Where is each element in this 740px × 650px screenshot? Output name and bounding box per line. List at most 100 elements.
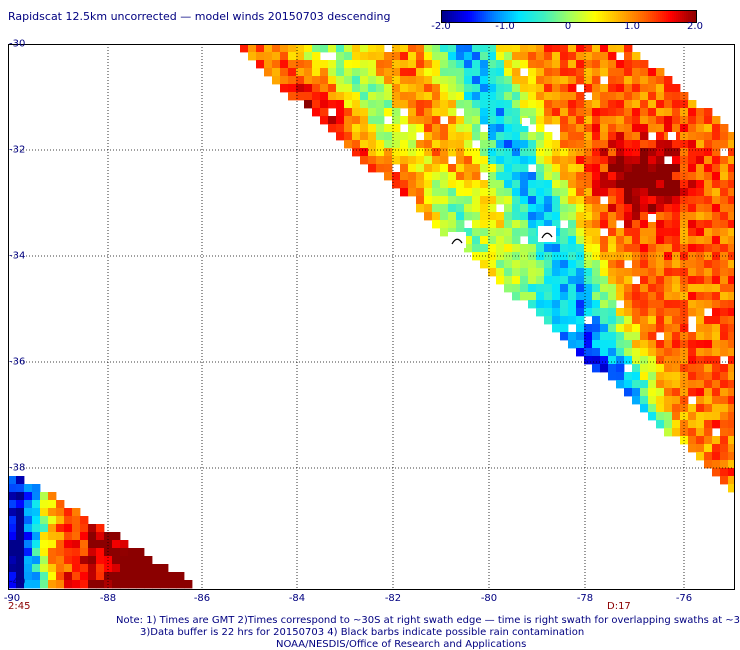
wind-cell	[632, 292, 641, 301]
wind-cell	[616, 156, 625, 165]
wind-cell	[24, 564, 33, 573]
wind-cell	[376, 60, 385, 69]
wind-cell	[568, 60, 577, 69]
wind-cell	[712, 396, 721, 405]
wind-cell	[504, 44, 513, 53]
wind-cell	[448, 76, 457, 85]
wind-cell	[680, 420, 689, 429]
wind-cell	[80, 532, 89, 541]
wind-cell	[336, 132, 345, 141]
wind-cell	[112, 580, 121, 589]
wind-cell	[480, 244, 489, 253]
wind-cell	[592, 244, 601, 253]
wind-cell	[24, 540, 33, 549]
wind-cell	[536, 204, 545, 213]
wind-cell	[32, 484, 41, 493]
wind-cell	[584, 180, 593, 189]
wind-cell	[592, 364, 601, 373]
wind-cell	[648, 84, 657, 93]
wind-cell	[464, 84, 473, 93]
wind-cell	[360, 140, 369, 149]
wind-cell	[640, 404, 649, 413]
wind-cell	[640, 164, 649, 173]
wind-cell	[592, 84, 601, 93]
wind-cell	[632, 364, 641, 373]
wind-cell	[688, 164, 697, 173]
wind-cell	[408, 156, 417, 165]
wind-cell	[448, 212, 457, 221]
wind-cell	[584, 236, 593, 245]
wind-cell	[696, 172, 705, 181]
wind-cell	[472, 84, 481, 93]
wind-cell	[304, 60, 313, 69]
wind-cell	[640, 100, 649, 109]
wind-cell	[272, 60, 281, 69]
wind-cell	[648, 220, 657, 229]
wind-cell	[632, 228, 641, 237]
colorbar-segment	[460, 11, 463, 22]
wind-cell	[616, 324, 625, 333]
wind-cell	[440, 196, 449, 205]
wind-cell	[560, 44, 569, 53]
wind-cell	[520, 260, 529, 269]
wind-cell	[544, 44, 553, 53]
no-data-cell	[668, 132, 676, 140]
wind-cell	[600, 220, 609, 229]
wind-cell	[704, 372, 713, 381]
wind-cell	[672, 124, 681, 133]
wind-cell	[664, 300, 673, 309]
wind-cell	[376, 100, 385, 109]
wind-cell	[608, 164, 617, 173]
wind-cell	[720, 380, 729, 389]
wind-cell	[696, 252, 705, 261]
wind-cell	[704, 276, 713, 285]
wind-cell	[16, 580, 25, 589]
wind-cell	[712, 284, 721, 293]
wind-cell	[472, 68, 481, 77]
colorbar-segment	[462, 11, 465, 22]
wind-cell	[680, 276, 689, 285]
wind-cell	[648, 172, 657, 181]
wind-cell	[520, 172, 529, 181]
wind-cell	[576, 60, 585, 69]
wind-cell	[360, 68, 369, 77]
wind-cell	[688, 220, 697, 229]
wind-cell	[704, 284, 713, 293]
wind-cell	[64, 508, 73, 517]
colorbar-segment	[656, 11, 659, 22]
wind-cell	[344, 44, 353, 53]
wind-cell	[384, 164, 393, 173]
wind-cell	[632, 308, 641, 317]
wind-cell	[632, 148, 641, 157]
wind-cell	[696, 436, 705, 445]
wind-cell	[96, 548, 105, 557]
wind-cell	[544, 84, 553, 93]
wind-cell	[632, 348, 641, 357]
wind-cell	[632, 76, 641, 85]
wind-cell	[728, 268, 735, 277]
wind-cell	[528, 204, 537, 213]
wind-cell	[624, 292, 633, 301]
wind-cell	[512, 164, 521, 173]
wind-cell	[608, 268, 617, 277]
wind-cell	[624, 316, 633, 325]
wind-cell	[480, 116, 489, 125]
wind-cell	[328, 124, 337, 133]
wind-cell	[712, 260, 721, 269]
wind-cell	[592, 180, 601, 189]
wind-cell	[680, 188, 689, 197]
wind-cell	[640, 364, 649, 373]
wind-cell	[632, 204, 641, 213]
wind-cell	[576, 148, 585, 157]
wind-cell	[128, 548, 137, 557]
wind-cell	[488, 124, 497, 133]
colorbar-segment	[596, 11, 599, 22]
wind-cell	[720, 244, 729, 253]
wind-cell	[120, 572, 129, 581]
wind-cell	[696, 268, 705, 277]
wind-cell	[280, 76, 289, 85]
wind-cell	[344, 92, 353, 101]
wind-cell	[704, 452, 713, 461]
wind-cell	[632, 172, 641, 181]
wind-cell	[680, 300, 689, 309]
